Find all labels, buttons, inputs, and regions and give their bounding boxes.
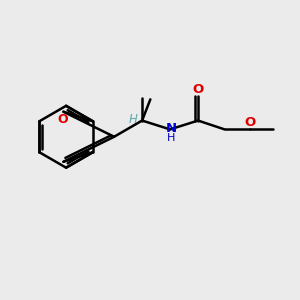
Text: O: O: [244, 116, 255, 129]
Text: N: N: [166, 122, 177, 135]
Text: H: H: [128, 112, 137, 126]
Text: O: O: [192, 83, 204, 96]
Text: O: O: [58, 113, 68, 127]
Text: H: H: [167, 133, 176, 142]
